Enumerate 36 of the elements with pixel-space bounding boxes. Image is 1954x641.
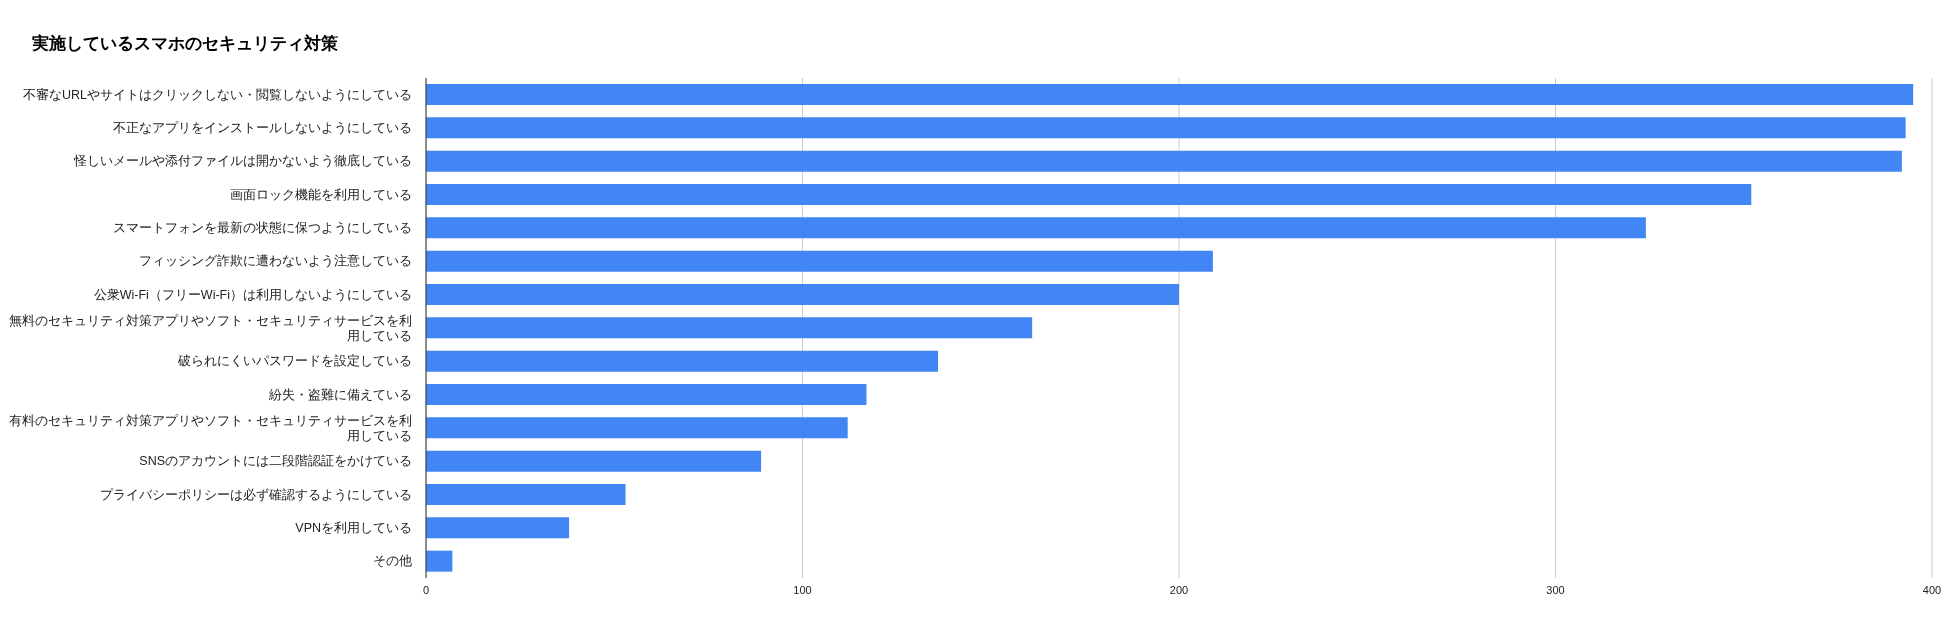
y-tick-label: 不正なアプリをインストールしないようにしている (113, 121, 412, 135)
bar (426, 217, 1646, 239)
bar (426, 284, 1179, 305)
y-tick-label: プライバシーポリシーは必ず確認するようにしている (100, 487, 412, 502)
y-tick-label: 怪しいメールや添付ファイルは開かないよう徹底している (73, 154, 412, 169)
y-tick-label: 公衆Wi-Fi（フリーWi-Fi）は利用しないようにしている (93, 287, 412, 302)
y-tick-label: 紛失・盗難に備えている (268, 387, 412, 402)
y-tick-label: 不審なURLやサイトはクリックしない・閲覧しないようにしている (22, 86, 412, 102)
bar (426, 317, 1033, 339)
bar (426, 84, 1914, 105)
bar (426, 550, 453, 572)
y-tick-label: VPNを利用している (295, 521, 412, 535)
bar (426, 517, 570, 539)
bar (426, 484, 626, 505)
y-tick-label: 無料のセキュリティ対策アプリやソフト・セキュリティサービスを利用している (9, 312, 412, 343)
y-tick-label: 破られにくいパスワードを設定している (177, 354, 412, 369)
bar (426, 417, 848, 439)
bar (426, 450, 762, 472)
bar (426, 250, 1213, 272)
y-tick-label: 有料のセキュリティ対策アプリやソフト・セキュリティサービスを利用している (9, 412, 412, 443)
text: 実施しているスマホのセキュリティ対策 (31, 33, 339, 55)
y-tick-label: スマートフォンを最新の状態に保つようにしている (113, 221, 412, 235)
x-tick-label: 0 (422, 583, 430, 596)
y-tick-label: SNSのアカウントには二段階認証をかけている (139, 454, 412, 469)
x-tick-label: 100 (793, 583, 812, 596)
x-tick-label: 400 (1922, 583, 1942, 596)
y-tick-label: その他 (373, 554, 412, 569)
bar (426, 184, 1752, 205)
y-tick-label: フィッシング詐欺に遭わないよう注意している (139, 254, 412, 269)
bar (426, 150, 1902, 172)
x-tick-label: 300 (1546, 583, 1565, 596)
y-tick-label: 画面ロック機能を利用している (230, 187, 412, 202)
bar (426, 117, 1906, 139)
bar (426, 350, 939, 372)
x-tick-label: 200 (1169, 583, 1189, 596)
bar (426, 384, 867, 405)
